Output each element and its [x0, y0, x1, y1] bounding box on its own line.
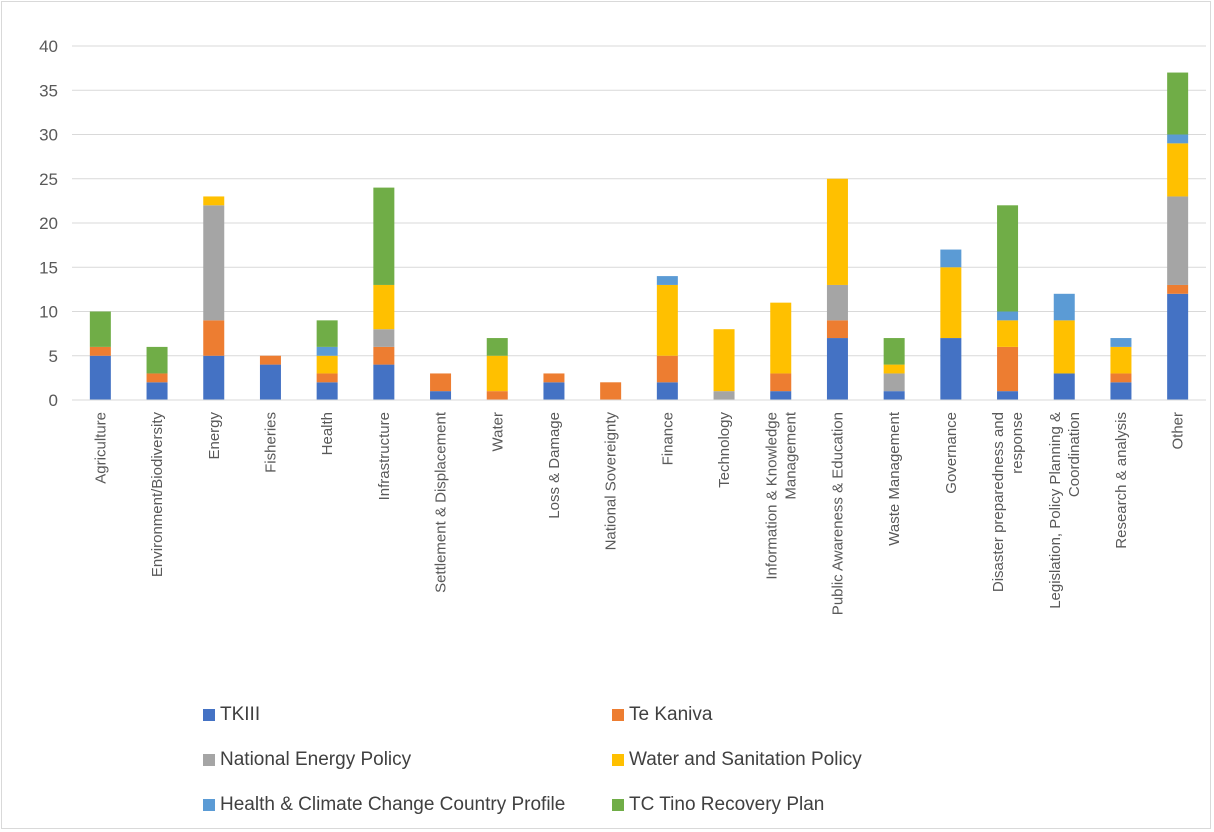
bar-segment: [373, 346, 395, 365]
bar-segment: [1167, 143, 1189, 197]
x-tick-label: Environment/Biodiversity: [149, 412, 166, 578]
y-tick-label: 25: [39, 170, 58, 189]
bar-segment: [940, 338, 962, 400]
bar-segment: [883, 338, 905, 365]
bar-segment: [543, 382, 565, 400]
bar-segment: [486, 391, 508, 400]
y-tick-label: 15: [39, 258, 58, 277]
x-tick-label: Technology: [716, 412, 733, 488]
bar-segment: [656, 276, 678, 285]
bar-segment: [146, 346, 168, 374]
bar-segment: [259, 364, 281, 400]
bar-segment: [316, 373, 338, 383]
x-tick-label: Disaster preparedness and response: [990, 412, 1026, 592]
bar-segment: [1053, 373, 1075, 400]
x-tick-label: Fisheries: [262, 412, 279, 473]
x-tick-label: Health: [319, 412, 336, 455]
bar-segment: [146, 373, 168, 383]
bar-segment: [259, 355, 281, 365]
bar-segment: [883, 364, 905, 374]
bar-segment: [826, 178, 848, 285]
bar-segment: [770, 302, 792, 374]
bar-segment: [770, 391, 792, 400]
bar-segment: [1167, 196, 1189, 285]
bar-segment: [316, 320, 338, 347]
bar-segment: [89, 311, 111, 347]
bar-segment: [656, 284, 678, 356]
y-tick-label: 5: [49, 347, 58, 366]
y-tick-label: 30: [39, 126, 58, 145]
bar-segment: [1053, 293, 1075, 321]
x-tick-label: Legislation, Policy Planning & Coordinati…: [1047, 412, 1083, 609]
x-tick-label: Energy: [206, 412, 223, 460]
bar-segment: [883, 373, 905, 392]
bar-segment: [770, 373, 792, 392]
y-tick-label: 0: [49, 391, 58, 410]
bar-segment: [656, 355, 678, 383]
bar-segment: [486, 338, 508, 356]
bar-segment: [146, 382, 168, 400]
y-tick-label: 35: [39, 81, 58, 100]
x-tick-label: National Sovereignty: [603, 412, 620, 551]
bar-segment: [430, 391, 452, 400]
bar-segment: [543, 373, 565, 383]
bar-segment: [997, 320, 1019, 347]
bar-segment: [1167, 284, 1189, 294]
x-tick-label: Finance: [659, 412, 676, 465]
bar-segment: [997, 205, 1019, 312]
bar-segment: [203, 205, 225, 321]
bar-segment: [826, 284, 848, 321]
bar-segment: [373, 187, 395, 285]
bar-segment: [430, 373, 452, 392]
bar-segment: [89, 355, 111, 400]
bar-segment: [373, 284, 395, 330]
x-tick-label: Water: [489, 412, 506, 451]
bar-segment: [713, 329, 735, 392]
x-tick-label: Public Awareness & Education: [829, 412, 846, 615]
bar-segment: [997, 391, 1019, 400]
bar-segment: [373, 364, 395, 400]
x-tick-label: Research & analysis: [1113, 412, 1130, 549]
bar-segment: [1110, 382, 1132, 400]
x-tick-label: Settlement & Displacement: [433, 411, 450, 593]
y-tick-label: 10: [39, 303, 58, 322]
x-tick-label: Loss & Damage: [546, 412, 563, 519]
bar-segment: [600, 382, 622, 400]
y-tick-label: 40: [39, 37, 58, 56]
x-tick-label: Agriculture: [92, 412, 109, 484]
bar-segment: [883, 391, 905, 400]
bar-segment: [203, 196, 225, 206]
bar-segment: [940, 249, 962, 268]
x-tick-label: Governance: [943, 412, 960, 494]
bar-segment: [1167, 72, 1189, 135]
bar-segment: [997, 311, 1019, 321]
bar-segment: [713, 391, 735, 400]
bar-segment: [826, 338, 848, 400]
bar-segment: [1110, 346, 1132, 374]
bar-segment: [1110, 338, 1132, 347]
bar-segment: [656, 382, 678, 400]
bar-segment: [1110, 373, 1132, 383]
bar-segment: [1167, 293, 1189, 400]
bar-segment: [940, 267, 962, 339]
bar-segment: [316, 346, 338, 356]
y-tick-label: 20: [39, 214, 58, 233]
x-tick-label: Infrastructure: [376, 412, 393, 500]
bar-segment: [316, 382, 338, 400]
x-tick-label: Information & Knowledge Management: [763, 411, 799, 579]
bar-segment: [486, 355, 508, 392]
bar-segment: [826, 320, 848, 339]
bar-segment: [997, 346, 1019, 392]
bar-segment: [1053, 320, 1075, 374]
x-tick-label: Other: [1170, 412, 1187, 450]
bar-segment: [1167, 134, 1189, 144]
x-tick-label: Waste Management: [886, 411, 903, 546]
bar-segment: [203, 320, 225, 356]
bar-segment: [203, 355, 225, 400]
bar-segment: [316, 355, 338, 374]
bar-segment: [373, 329, 395, 347]
bar-segment: [89, 346, 111, 356]
